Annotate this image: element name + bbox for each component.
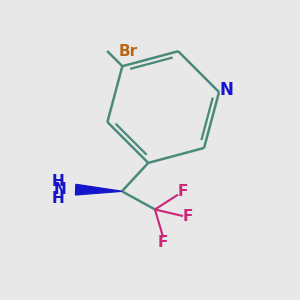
- Text: H: H: [51, 191, 64, 206]
- Text: F: F: [158, 235, 168, 250]
- Text: H: H: [51, 174, 64, 189]
- Text: F: F: [183, 208, 193, 224]
- Text: Br: Br: [119, 44, 138, 59]
- Text: F: F: [178, 184, 188, 199]
- Text: N: N: [219, 82, 233, 100]
- Text: N: N: [54, 182, 66, 197]
- Polygon shape: [76, 184, 122, 195]
